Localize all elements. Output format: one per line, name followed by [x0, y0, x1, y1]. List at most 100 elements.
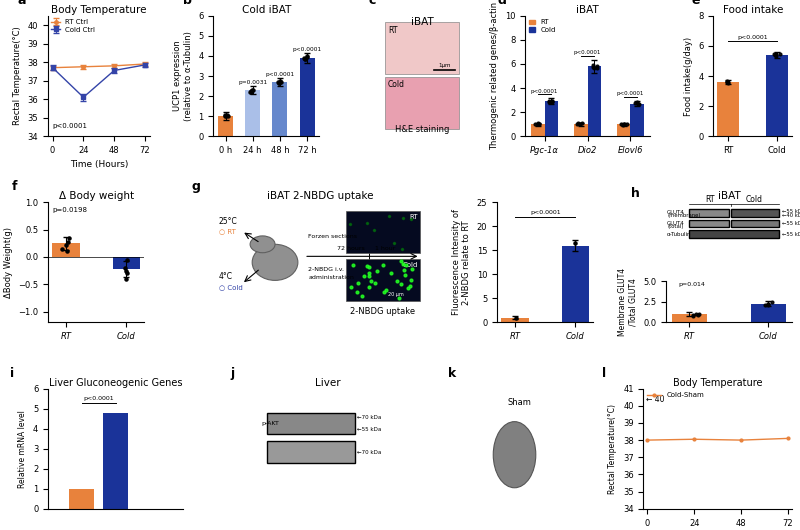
Text: p<0.0001: p<0.0001: [52, 123, 87, 129]
Point: [761, 301, 774, 309]
Point: [56, 244, 69, 253]
Text: 72 hours: 72 hours: [338, 246, 365, 251]
Point: [568, 239, 581, 248]
Text: (membrane): (membrane): [667, 213, 701, 218]
Point: [693, 310, 706, 319]
Point: [632, 99, 645, 108]
Point: [542, 97, 555, 105]
Point: [529, 120, 542, 128]
Point: [510, 313, 522, 322]
Point: [531, 119, 544, 128]
Point: [574, 120, 586, 128]
Text: p<0.0001: p<0.0001: [530, 210, 561, 215]
Text: l: l: [602, 367, 606, 379]
Point: [770, 50, 782, 58]
Text: p<0.0001: p<0.0001: [574, 50, 602, 55]
Text: iBAT: iBAT: [411, 17, 434, 27]
Point: [630, 98, 643, 106]
Point: [272, 78, 285, 86]
Text: e: e: [691, 0, 700, 7]
Point: [586, 61, 599, 69]
Text: RT: RT: [410, 214, 418, 220]
Bar: [273, 82, 287, 136]
Cold-Sham: [690, 436, 699, 443]
Bar: [103, 413, 128, 509]
Point: [274, 76, 286, 85]
Text: ←40 kDa: ←40 kDa: [782, 213, 800, 218]
Point: [245, 87, 258, 96]
Bar: [545, 101, 558, 136]
Point: [762, 299, 774, 308]
Text: Cold: Cold: [403, 262, 418, 268]
Point: [298, 54, 310, 62]
Point: [121, 269, 134, 278]
Point: [686, 311, 699, 320]
Text: Cold: Cold: [388, 80, 405, 89]
Point: [587, 64, 600, 73]
Point: [220, 111, 233, 120]
Point: [762, 300, 774, 308]
FancyBboxPatch shape: [266, 441, 354, 463]
Text: d: d: [498, 0, 506, 7]
Text: Cold: Cold: [746, 195, 762, 204]
Y-axis label: Relative mRNA level: Relative mRNA level: [18, 410, 27, 488]
Point: [720, 78, 733, 86]
Text: p=0.014: p=0.014: [678, 282, 706, 287]
Point: [571, 120, 584, 128]
Point: [120, 255, 133, 264]
Ellipse shape: [250, 236, 275, 253]
Point: [274, 78, 287, 86]
Bar: [587, 66, 602, 136]
Text: Sham: Sham: [507, 398, 531, 407]
Point: [587, 63, 600, 72]
Point: [218, 110, 231, 119]
Text: ←70 kDa: ←70 kDa: [358, 450, 382, 455]
Text: k: k: [448, 367, 457, 379]
Point: [533, 120, 546, 128]
Text: ← 40: ← 40: [646, 395, 665, 403]
FancyBboxPatch shape: [266, 413, 354, 434]
Point: [222, 112, 234, 120]
Point: [244, 87, 257, 96]
FancyBboxPatch shape: [386, 77, 459, 129]
Title: Body Temperature: Body Temperature: [673, 378, 762, 388]
Text: α-Tubulin: α-Tubulin: [667, 232, 692, 237]
Point: [298, 55, 311, 63]
Point: [301, 52, 314, 61]
Bar: [52, 243, 79, 257]
Point: [576, 119, 589, 127]
Bar: [218, 116, 233, 136]
Text: a: a: [18, 0, 26, 7]
Text: p<0.0001: p<0.0001: [83, 395, 114, 401]
Point: [572, 119, 585, 128]
Text: ←55 kDa: ←55 kDa: [782, 232, 800, 237]
FancyBboxPatch shape: [386, 22, 459, 74]
Text: GLUT4: GLUT4: [667, 210, 685, 215]
Bar: [300, 58, 314, 136]
Text: ○ RT: ○ RT: [219, 228, 236, 234]
Y-axis label: Membrane GLUT4
/Total GLUT4: Membrane GLUT4 /Total GLUT4: [618, 268, 638, 336]
FancyBboxPatch shape: [346, 210, 421, 253]
Bar: [617, 124, 630, 136]
Text: c: c: [369, 0, 376, 7]
Bar: [717, 82, 739, 136]
Y-axis label: Food intake(g/day): Food intake(g/day): [684, 37, 693, 116]
Text: ←55 kDa: ←55 kDa: [358, 427, 382, 432]
Bar: [750, 304, 786, 322]
Point: [218, 111, 231, 120]
Text: RT: RT: [706, 195, 714, 204]
Point: [590, 61, 603, 70]
Point: [546, 97, 558, 105]
Text: 4°C: 4°C: [219, 272, 233, 281]
Point: [770, 52, 782, 60]
Y-axis label: Thermogenic related genes/β-actin: Thermogenic related genes/β-actin: [490, 2, 499, 150]
FancyBboxPatch shape: [689, 209, 729, 217]
Title: Food intake: Food intake: [722, 5, 783, 15]
Title: Cold iBAT: Cold iBAT: [242, 5, 291, 15]
Bar: [630, 104, 644, 136]
Point: [633, 100, 646, 108]
Bar: [531, 124, 545, 136]
Text: ←55 kDa: ←55 kDa: [782, 221, 800, 226]
Text: (total): (total): [667, 224, 683, 229]
Point: [767, 50, 780, 58]
